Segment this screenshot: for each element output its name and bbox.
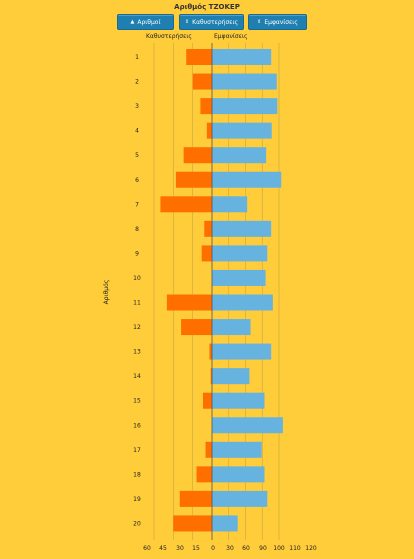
category-label: 19 [133,496,141,503]
category-label: 5 [135,152,139,159]
y-axis-label: Αριθμός [103,280,110,305]
appearance-bar [212,319,251,336]
category-label: 2 [135,79,139,86]
sort-icon: ⇕ [257,19,262,25]
category-label: 17 [133,447,141,454]
category-label: 15 [133,398,141,405]
delay-bar [206,122,212,139]
x-tick-label: 100 [273,545,285,552]
category-label: 3 [135,103,139,110]
appearance-bar [212,269,266,286]
category-label: 7 [135,201,139,208]
sort-by-appearances-button[interactable]: ⇕ Εμφανίσεις [248,14,307,30]
appearance-bar [212,343,272,360]
delay-bar [179,490,212,507]
delay-bar [201,245,212,262]
category-label: 9 [135,250,139,257]
delay-bar [202,392,212,409]
delay-bar [204,220,212,237]
sort-by-delay-button[interactable]: ⇕ Καθυστερήσεις [179,14,244,30]
x-tick-label: 90 [259,545,267,552]
appearance-bar [212,147,267,164]
delay-bar [205,441,212,458]
sort-up-icon: ▲ [130,19,135,25]
appearance-bar [212,73,277,90]
sort-buttons: ▲ Αριθμοί ⇕ Καθυστερήσεις ⇕ Εμφανίσεις [0,14,414,30]
appearances-header: Εμφανίσεις [214,33,248,40]
appearance-bar [212,294,273,311]
appearance-bar [212,392,265,409]
category-label: 1 [135,54,139,61]
appearance-bar [212,220,272,237]
category-label: 14 [133,373,141,380]
category-label: 11 [133,300,141,307]
appearance-bar [212,441,262,458]
category-label: 16 [133,422,141,429]
delay-bar [160,196,212,213]
delay-bar [166,294,212,311]
sort-by-delay-label: Καθυστερήσεις [192,18,239,26]
x-tick-label: 45 [159,545,167,552]
x-tick-label: 60 [143,545,151,552]
sort-by-appearances-label: Εμφανίσεις [264,18,298,26]
category-label: 8 [135,226,139,233]
x-tick-label: 110 [289,545,301,552]
x-tick-label: 30 [226,545,234,552]
x-tick-label: 60 [242,545,250,552]
category-label: 12 [133,324,141,331]
delay-bar [200,98,212,115]
delay-bar [181,319,212,336]
appearance-bar [212,98,278,115]
delay-bar [183,147,212,164]
chart-title: Αριθμός ΤΖΟΚΕΡ [174,3,240,11]
sort-icon: ⇕ [184,19,190,25]
category-label: 13 [133,349,141,356]
appearance-bar [212,49,272,65]
appearance-bar [212,196,248,213]
appearance-bar [212,466,265,483]
sort-by-number-label: Αριθμοί [137,18,161,26]
appearance-bar [212,245,268,262]
category-label: 6 [135,177,139,184]
category-label: 20 [133,520,141,527]
delays-header: Καθυστερήσεις [146,33,192,40]
appearance-bar [212,171,282,188]
delay-bar [209,343,212,360]
delay-bar [196,466,212,483]
x-tick-label: 15 [192,545,200,552]
delay-bar [186,49,212,65]
appearance-bar [212,417,283,434]
category-label: 10 [133,275,141,282]
x-tick-label: 120 [305,545,317,552]
appearance-bar [212,368,250,385]
delay-bar [192,73,212,90]
sort-by-number-button[interactable]: ▲ Αριθμοί [117,14,174,30]
delay-bar [173,515,212,532]
x-tick-label: 30 [176,545,184,552]
category-label: 18 [133,471,141,478]
appearance-bar [212,515,238,532]
appearance-bar [212,490,268,507]
delay-bar [210,368,212,385]
delay-bar [175,171,212,188]
appearance-bar [212,122,272,139]
category-label: 4 [135,128,139,135]
x-tick-label: 0 [211,545,215,552]
